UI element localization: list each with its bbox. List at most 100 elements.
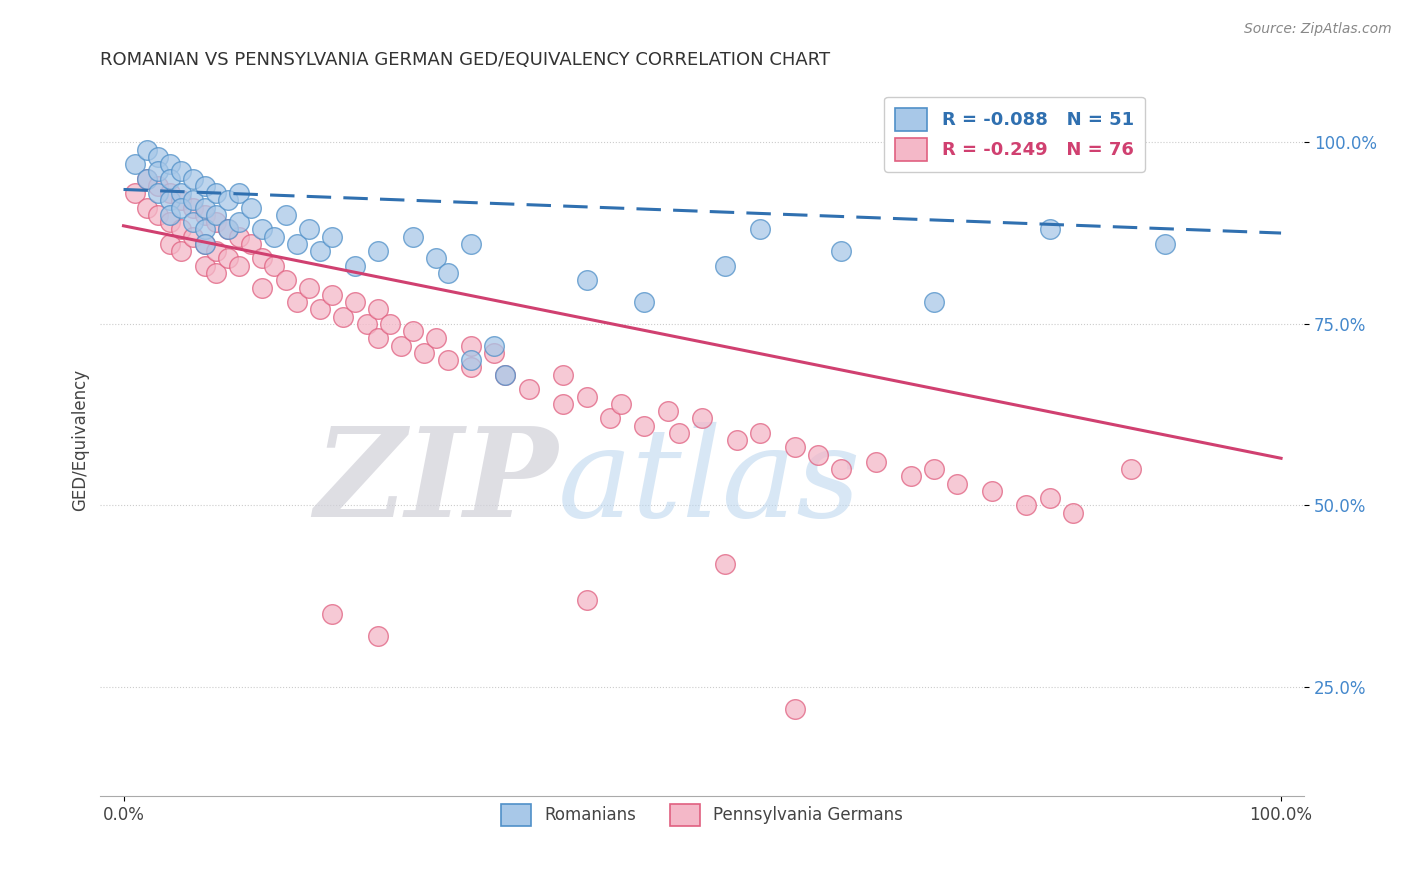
Point — [159, 171, 181, 186]
Text: ZIP: ZIP — [314, 422, 558, 543]
Point — [900, 469, 922, 483]
Point — [252, 252, 274, 266]
Point — [239, 201, 262, 215]
Point — [193, 236, 215, 251]
Point — [378, 317, 401, 331]
Point — [553, 397, 575, 411]
Point — [575, 593, 598, 607]
Point — [159, 186, 181, 200]
Point — [252, 222, 274, 236]
Point — [148, 178, 170, 193]
Point — [922, 295, 945, 310]
Point — [252, 280, 274, 294]
Point — [193, 259, 215, 273]
Legend: Romanians, Pennsylvania Germans: Romanians, Pennsylvania Germans — [494, 796, 911, 834]
Point — [356, 317, 378, 331]
Point — [749, 425, 772, 440]
Point — [170, 201, 193, 215]
Point — [274, 208, 297, 222]
Point — [436, 266, 458, 280]
Point — [367, 331, 389, 345]
Point — [1015, 499, 1038, 513]
Point — [657, 404, 679, 418]
Point — [193, 178, 215, 193]
Point — [830, 462, 852, 476]
Point — [402, 324, 425, 338]
Point — [425, 331, 447, 345]
Point — [575, 390, 598, 404]
Point — [124, 186, 146, 200]
Point — [181, 201, 204, 215]
Point — [228, 215, 250, 229]
Point — [159, 157, 181, 171]
Point — [344, 295, 367, 310]
Point — [181, 215, 204, 229]
Point — [402, 229, 425, 244]
Point — [517, 382, 540, 396]
Point — [436, 353, 458, 368]
Point — [228, 229, 250, 244]
Point — [148, 208, 170, 222]
Point — [181, 229, 204, 244]
Point — [749, 222, 772, 236]
Point — [309, 244, 332, 259]
Point — [217, 194, 239, 208]
Point — [460, 360, 482, 375]
Point — [135, 143, 157, 157]
Point — [807, 448, 830, 462]
Point — [1038, 491, 1060, 506]
Point — [205, 215, 228, 229]
Text: ROMANIAN VS PENNSYLVANIA GERMAN GED/EQUIVALENCY CORRELATION CHART: ROMANIAN VS PENNSYLVANIA GERMAN GED/EQUI… — [100, 51, 831, 69]
Point — [1038, 222, 1060, 236]
Point — [285, 236, 308, 251]
Point — [980, 483, 1002, 498]
Point — [460, 353, 482, 368]
Point — [135, 201, 157, 215]
Point — [321, 288, 343, 302]
Point — [1062, 506, 1084, 520]
Point — [725, 433, 748, 447]
Point — [181, 171, 204, 186]
Point — [690, 411, 713, 425]
Point — [1119, 462, 1142, 476]
Point — [1154, 236, 1177, 251]
Point — [367, 244, 389, 259]
Point — [599, 411, 621, 425]
Point — [170, 186, 193, 200]
Point — [239, 236, 262, 251]
Point — [298, 222, 321, 236]
Point — [367, 629, 389, 643]
Point — [159, 215, 181, 229]
Point — [553, 368, 575, 382]
Point — [193, 236, 215, 251]
Point — [217, 222, 239, 236]
Point — [274, 273, 297, 287]
Point — [263, 229, 285, 244]
Point — [170, 222, 193, 236]
Point — [285, 295, 308, 310]
Point — [367, 302, 389, 317]
Point — [668, 425, 690, 440]
Point — [298, 280, 321, 294]
Point — [217, 222, 239, 236]
Point — [633, 295, 655, 310]
Point — [425, 252, 447, 266]
Point — [193, 222, 215, 236]
Point — [633, 418, 655, 433]
Point — [460, 339, 482, 353]
Point — [205, 266, 228, 280]
Point — [413, 346, 436, 360]
Point — [922, 462, 945, 476]
Point — [332, 310, 354, 324]
Point — [135, 171, 157, 186]
Point — [575, 273, 598, 287]
Point — [181, 194, 204, 208]
Point — [830, 244, 852, 259]
Point — [714, 259, 737, 273]
Point — [170, 194, 193, 208]
Point — [159, 236, 181, 251]
Point — [205, 208, 228, 222]
Point — [495, 368, 517, 382]
Point — [148, 150, 170, 164]
Point — [865, 455, 887, 469]
